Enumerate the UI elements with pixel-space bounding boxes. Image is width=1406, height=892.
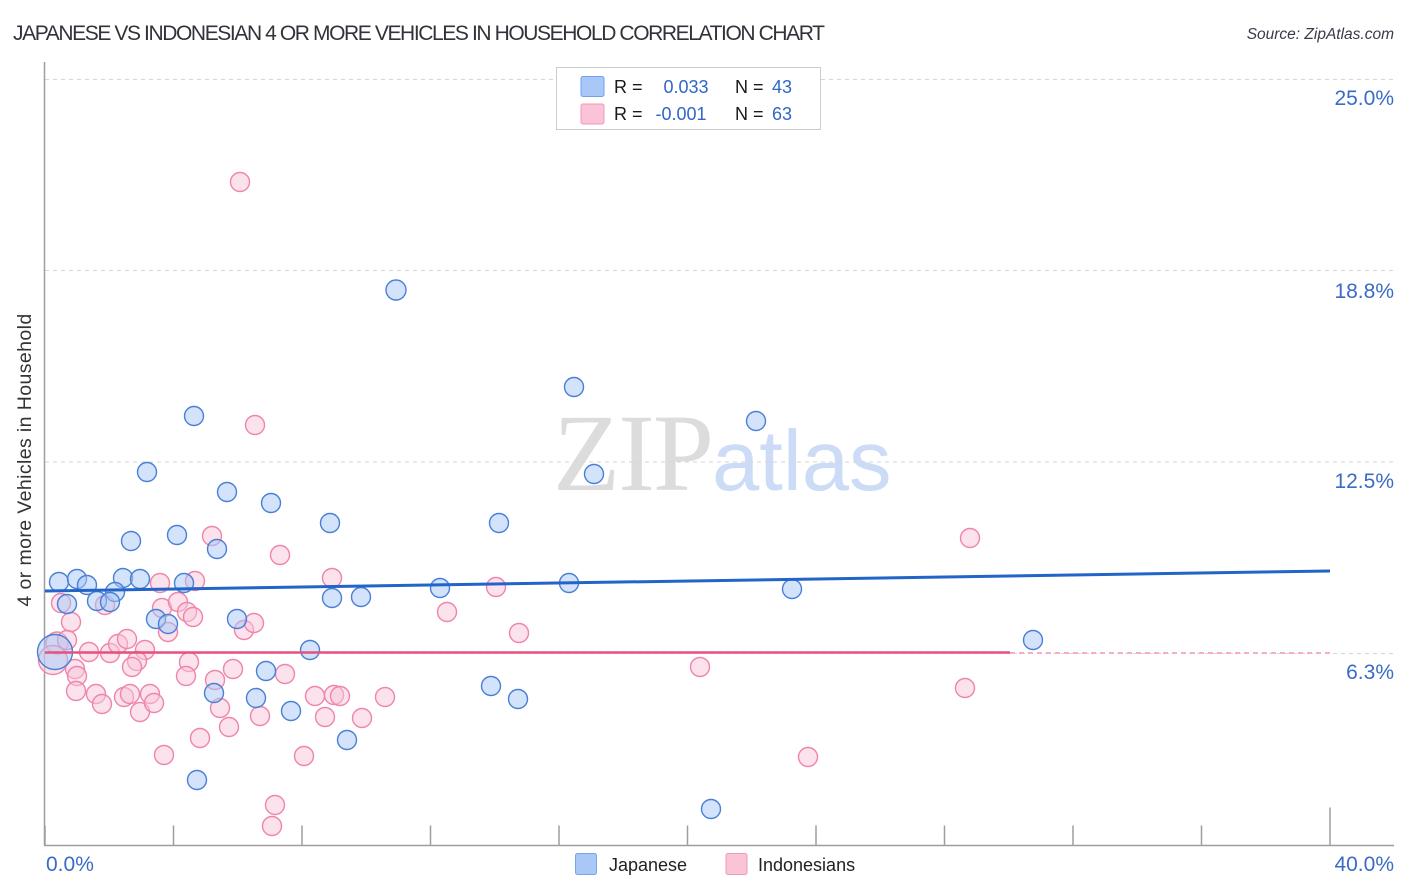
- svg-text:43: 43: [772, 77, 792, 97]
- svg-text:R =: R =: [614, 77, 643, 97]
- svg-text:-0.001: -0.001: [655, 104, 706, 124]
- svg-text:63: 63: [772, 104, 792, 124]
- svg-text:0.0%: 0.0%: [46, 853, 94, 876]
- svg-text:N =: N =: [735, 104, 764, 124]
- svg-text:4 or more Vehicles in Househol: 4 or more Vehicles in Household: [14, 313, 36, 606]
- svg-text:25.0%: 25.0%: [1334, 87, 1394, 110]
- svg-text:40.0%: 40.0%: [1334, 853, 1394, 876]
- svg-text:18.8%: 18.8%: [1334, 280, 1394, 303]
- svg-text:Japanese: Japanese: [609, 855, 687, 875]
- svg-text:Indonesians: Indonesians: [758, 855, 855, 875]
- svg-text:JAPANESE VS INDONESIAN 4 OR MO: JAPANESE VS INDONESIAN 4 OR MORE VEHICLE…: [13, 22, 825, 45]
- svg-text:0.033: 0.033: [663, 77, 708, 97]
- svg-text:R =: R =: [614, 104, 643, 124]
- svg-text:Source: ZipAtlas.com: Source: ZipAtlas.com: [1247, 26, 1394, 43]
- svg-text:6.3%: 6.3%: [1346, 661, 1394, 684]
- svg-text:N =: N =: [735, 77, 764, 97]
- svg-text:12.5%: 12.5%: [1334, 470, 1394, 493]
- svg-text:ZIP: ZIP: [553, 392, 712, 514]
